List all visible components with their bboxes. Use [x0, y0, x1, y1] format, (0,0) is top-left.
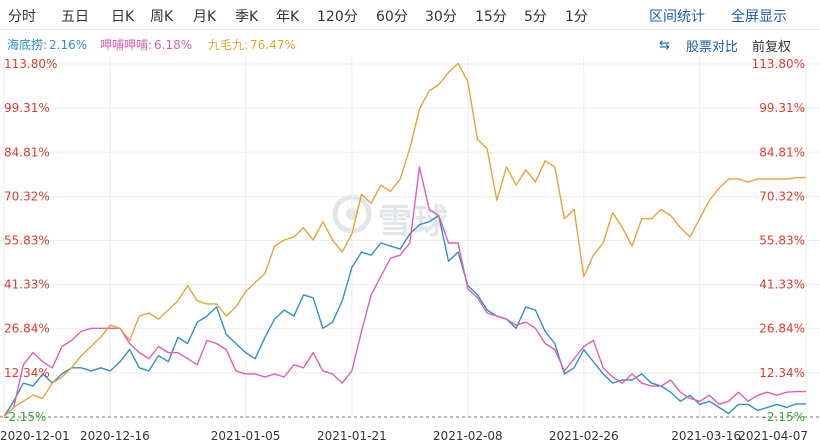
series-line-九毛九 — [3, 62, 806, 418]
y-tick-label-right: 55.83% — [759, 233, 805, 247]
price-adjust-select[interactable]: 前复权 — [752, 40, 792, 55]
y-tick-label-right: 99.31% — [759, 101, 805, 115]
tab-quarterly-k[interactable]: 季K — [235, 9, 259, 25]
tab-five-day[interactable]: 五日 — [61, 9, 89, 25]
legend-item-xiabuxiabu: 呷哺呷哺: 6.18% — [100, 36, 192, 53]
legend-item-jiumaojiu: 九毛九: 76.47% — [208, 36, 296, 53]
line-chart: 113.80% 99.31% 84.81% 70.32% 55.83% 41.33% 26.… — [0, 56, 820, 443]
period-toolbar: 分时 五日 日K 周K 月K 季K 年K 120分 60分 30分 15分 5分… — [0, 0, 820, 30]
x-tick-label: 2020-12-16 — [80, 429, 150, 443]
y-tick-label-left: 99.31% — [4, 101, 50, 115]
y-tick-label-left: 41.33% — [4, 278, 50, 292]
legend-name: 海底捞: — [7, 38, 48, 52]
x-tick-label: 2021-03-16 — [671, 429, 741, 443]
y-tick-label-right: 41.33% — [759, 278, 805, 292]
y-tick-label-left: 113.80% — [4, 57, 57, 71]
legend-item-haidilao: 海底捞: 2.16% — [7, 36, 87, 53]
tab-yearly-k[interactable]: 年K — [276, 9, 300, 25]
x-axis: 2020-12-01 2020-12-16 2021-01-05 2021-01-21… — [0, 429, 808, 443]
y-tick-label-right: -2.15% — [763, 410, 805, 424]
tab-daily-k[interactable]: 日K — [111, 9, 135, 25]
y-tick-label-left: 55.83% — [4, 233, 50, 247]
tab-120-min[interactable]: 120分 — [317, 9, 358, 25]
legend-value: 2.16% — [49, 38, 88, 52]
y-tick-label-right: 113.80% — [752, 57, 805, 71]
tab-1-min[interactable]: 1分 — [565, 9, 588, 25]
y-tick-label-left: 12.34% — [4, 366, 50, 380]
x-tick-label: 2020-12-01 — [0, 429, 70, 443]
y-tick-label-right: 26.84% — [759, 322, 805, 336]
y-tick-label-right: 12.34% — [759, 366, 805, 380]
tab-60-min[interactable]: 60分 — [376, 9, 408, 25]
stock-compare-button[interactable]: 股票对比 — [686, 40, 739, 55]
y-tick-label-left: 84.81% — [4, 145, 50, 159]
tab-5-min[interactable]: 5分 — [524, 9, 547, 25]
y-tick-label-right: 84.81% — [759, 145, 805, 159]
fullscreen-button[interactable]: 全屏显示 — [731, 9, 787, 25]
legend-name: 呷哺呷哺: — [100, 38, 153, 52]
y-tick-label-left: 70.32% — [4, 189, 50, 203]
x-tick-label: 2021-01-21 — [317, 429, 387, 443]
x-tick-label: 2021-02-26 — [549, 429, 619, 443]
y-tick-label-right: 70.32% — [759, 189, 805, 203]
series-line-呷哺呷哺 — [3, 166, 806, 418]
y-tick-label-left: 26.84% — [4, 322, 50, 336]
tab-intraday[interactable]: 分时 — [8, 9, 36, 25]
range-stats-button[interactable]: 区间统计 — [649, 9, 705, 25]
tab-weekly-k[interactable]: 周K — [150, 9, 174, 25]
tab-30-min[interactable]: 30分 — [425, 9, 457, 25]
grid — [0, 56, 820, 417]
legend-name: 九毛九: — [208, 38, 249, 52]
x-tick-label: 2021-02-08 — [433, 429, 503, 443]
tab-15-min[interactable]: 15分 — [475, 9, 507, 25]
x-tick-label: 2021-01-05 — [211, 429, 281, 443]
series-layer — [3, 62, 806, 418]
legend-value: 76.47% — [250, 38, 296, 52]
x-tick-label: 2021-04-07 — [738, 429, 808, 443]
tab-monthly-k[interactable]: 月K — [193, 9, 217, 25]
legend-bar: 海底捞: 2.16% 呷哺呷哺: 6.18% 九毛九: 76.47% ⇆ 股票对比 前… — [0, 32, 820, 56]
y-tick-label-left: -2.15% — [4, 410, 46, 424]
y-axis-right: 113.80% 99.31% 84.81% 70.32% 55.83% 41.33% 26.… — [752, 57, 805, 424]
swap-icon[interactable]: ⇆ — [659, 38, 670, 53]
y-axis-left: 113.80% 99.31% 84.81% 70.32% 55.83% 41.33% 26.… — [4, 57, 57, 424]
legend-value: 6.18% — [154, 38, 193, 52]
series-line-海底捞 — [3, 214, 806, 417]
